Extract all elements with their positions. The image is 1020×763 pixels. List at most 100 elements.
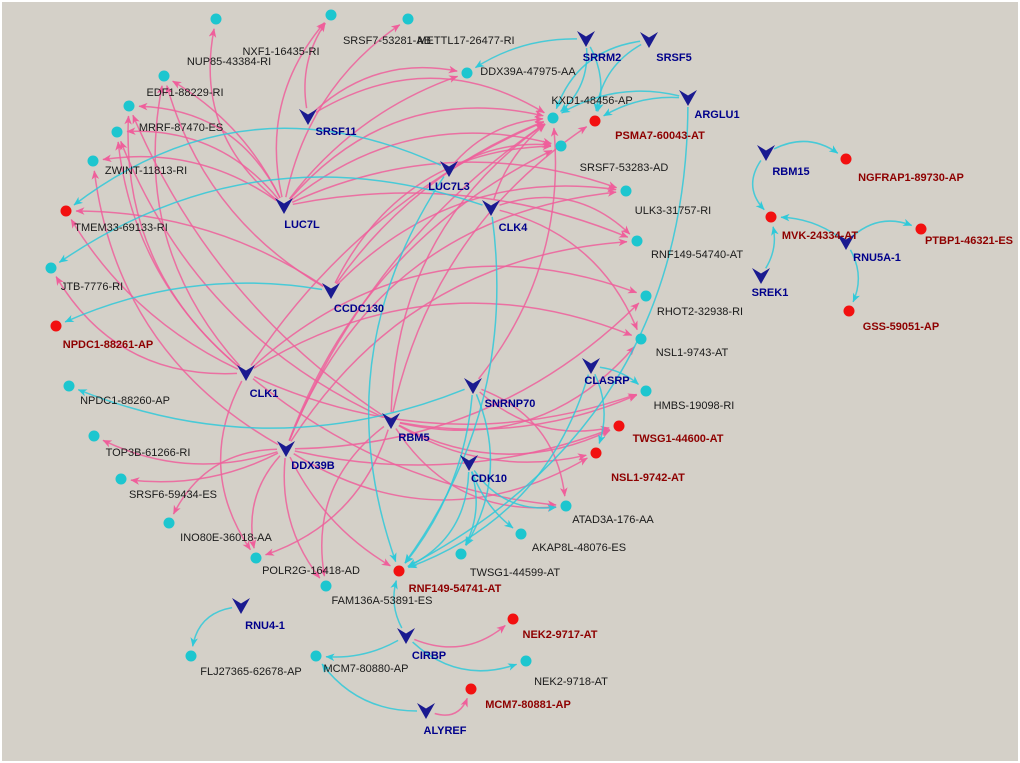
node-label-CIRBP: CIRBP (412, 650, 446, 662)
node-label-NEK2-9718-AT: NEK2-9718-AT (534, 676, 608, 688)
transcript-node-RNF149-54740-AT[interactable] (631, 235, 643, 247)
splicing-factor-node-CLASRP[interactable] (582, 358, 600, 374)
edge-CIRBP-NEK2-9718-AT (412, 641, 518, 672)
transcript-node-FAM136A-53891-ES[interactable] (320, 580, 332, 592)
transcript-node-NSL1-9743-AT[interactable] (635, 333, 647, 345)
node-label-RNU4-1: RNU4-1 (245, 620, 285, 632)
transcript-node-METTL17-26477-RI[interactable] (402, 13, 414, 25)
node-label-MVK-24334-AT: MVK-24334-AT (782, 230, 858, 242)
transcript-node-NSL1-9742-AT[interactable] (590, 447, 602, 459)
transcript-node-MVK-24334-AT[interactable] (765, 211, 777, 223)
transcript-node-NUP85-43384-RI[interactable] (158, 70, 170, 82)
transcript-node-EDF1-88229-RI[interactable] (123, 100, 135, 112)
transcript-node-JTB-7776-RI[interactable] (45, 262, 57, 274)
edge-CCDC130-NPDC1-88261-AP (64, 282, 323, 323)
node-label-LUC7L: LUC7L (284, 219, 320, 231)
splicing-factor-node-RBM15[interactable] (757, 145, 775, 161)
edge-LUC7L-RNF149-54740-AT (292, 192, 629, 238)
splicing-factor-node-CLK4[interactable] (482, 200, 500, 216)
transcript-node-PSMA7-60043-AT[interactable] (589, 115, 601, 127)
transcript-node-NGFRAP1-89730-AP[interactable] (840, 153, 852, 165)
transcript-node-MCM7-80880-AP[interactable] (310, 650, 322, 662)
edge-SRSF11-SRSF7-53281-AB (304, 22, 326, 109)
node-label-PTBP1-46321-ES: PTBP1-46321-ES (925, 235, 1013, 247)
transcript-node-TWSG1-44599-AT[interactable] (455, 548, 467, 560)
transcript-node-KXD1-48456-AP[interactable] (547, 112, 559, 124)
splicing-factor-node-SREK1[interactable] (752, 268, 770, 284)
splicing-factor-node-ALYREF[interactable] (417, 703, 435, 719)
splicing-factor-node-ARGLU1[interactable] (679, 90, 697, 106)
node-label-TOP3B-61266-RI: TOP3B-61266-RI (106, 447, 191, 459)
splicing-factor-node-CLK1[interactable] (237, 365, 255, 381)
splicing-factor-node-RBM5[interactable] (382, 413, 400, 429)
transcript-node-TMEM33-69133-RI[interactable] (60, 205, 72, 217)
transcript-node-TOP3B-61266-RI[interactable] (88, 430, 100, 442)
transcript-node-POLR2G-16418-AD[interactable] (250, 552, 262, 564)
transcript-node-FLJ27365-62678-AP[interactable] (185, 650, 197, 662)
transcript-node-NPDC1-88261-AP[interactable] (50, 320, 62, 332)
node-label-ATAD3A-176-AA: ATAD3A-176-AA (572, 514, 654, 526)
splicing-factor-node-RNU5A-1[interactable] (837, 234, 855, 250)
edge-SNRNP70-NPDC1-88260-AP (77, 388, 465, 429)
edge-RBM5-TWSG1-44600-AT (398, 424, 611, 455)
transcript-node-NEK2-9717-AT[interactable] (507, 613, 519, 625)
node-label-ARGLU1: ARGLU1 (694, 109, 739, 121)
transcript-node-INO80E-36018-AA[interactable] (163, 517, 175, 529)
node-label-MCM7-80881-AP: MCM7-80881-AP (485, 699, 571, 711)
splicing-factor-node-RNU4-1[interactable] (232, 598, 250, 614)
transcript-node-GSS-59051-AP[interactable] (843, 305, 855, 317)
edge-RBM5-PSMA7-60043-AT (392, 125, 588, 413)
splicing-factor-node-CIRBP[interactable] (397, 628, 415, 644)
splicing-factor-node-SRRM2[interactable] (577, 31, 595, 47)
splicing-factor-node-CDK10[interactable] (460, 455, 478, 471)
edge-DDX39B-SRSF6-59434-ES (130, 452, 279, 485)
splicing-factor-node-CCDC130[interactable] (322, 283, 340, 299)
transcript-node-DDX39A-47975-AA[interactable] (461, 67, 473, 79)
transcript-node-MRRF-87470-ES[interactable] (111, 126, 123, 138)
node-label-CCDC130: CCDC130 (334, 303, 384, 315)
edge-CLK1-KXD1-48456-AP (250, 121, 545, 366)
edge-RBM5-POLR2G-16418-AD (265, 429, 389, 556)
splicing-factor-node-DDX39B[interactable] (277, 441, 295, 457)
edge-CLK1-NSL1-9743-AT (253, 302, 633, 369)
splicing-factor-node-LUC7L[interactable] (275, 198, 293, 214)
edge-CDK10-RNF149-54741-AT (407, 471, 470, 568)
transcript-node-NXF1-16435-RI[interactable] (210, 13, 222, 25)
edge-RBM5-HMBS-19098-RI (399, 394, 638, 430)
transcript-node-SRSF7-53281-AB[interactable] (325, 9, 337, 21)
node-label-METTL17-26477-RI: METTL17-26477-RI (417, 35, 514, 47)
transcript-node-ZWINT-11813-RI[interactable] (87, 155, 99, 167)
transcript-node-AKAP8L-48076-ES[interactable] (515, 528, 527, 540)
edge-CLK1-NUP85-43384-RI (154, 85, 241, 367)
edge-RBM5-EDF1-88229-RI (132, 114, 384, 417)
transcript-node-RHOT2-32938-RI[interactable] (640, 290, 652, 302)
edge-CDK10-ATAD3A-176-AA (473, 469, 557, 513)
edge-ARGLU1-KXD1-48456-AP (561, 90, 680, 114)
edge-SRSF11-KXD1-48456-AP (315, 77, 545, 114)
edge-LUC7L-MRRF-87470-ES (126, 127, 279, 200)
transcript-node-PTBP1-46321-ES[interactable] (915, 223, 927, 235)
splicing-factor-node-LUC7L3[interactable] (440, 161, 458, 177)
edge-LUC7L-ZWINT-11813-RI (102, 154, 278, 202)
transcript-node-HMBS-19098-RI[interactable] (640, 385, 652, 397)
transcript-node-SRSF7-53283-AD[interactable] (555, 140, 567, 152)
splicing-factor-node-SRSF5[interactable] (640, 32, 658, 48)
transcript-node-MCM7-80881-AP[interactable] (465, 683, 477, 695)
node-label-SRRM2: SRRM2 (583, 52, 622, 64)
splicing-factor-node-SRSF11[interactable] (299, 109, 317, 125)
node-label-AKAP8L-48076-ES: AKAP8L-48076-ES (532, 542, 626, 554)
edge-CLK1-POLR2G-16418-AD (219, 380, 252, 551)
transcript-node-NPDC1-88260-AP[interactable] (63, 380, 75, 392)
transcript-node-ATAD3A-176-AA[interactable] (560, 500, 572, 512)
transcript-node-RNF149-54741-AT[interactable] (393, 565, 405, 577)
edge-LUC7L-SRSF7-53281-AB (275, 22, 326, 198)
splicing-factor-node-SNRNP70[interactable] (464, 378, 482, 394)
node-label-ZWINT-11813-RI: ZWINT-11813-RI (105, 165, 187, 177)
transcript-node-NEK2-9718-AT[interactable] (520, 655, 532, 667)
transcript-node-TWSG1-44600-AT[interactable] (613, 420, 625, 432)
transcript-node-ULK3-31757-RI[interactable] (620, 185, 632, 197)
transcript-node-SRSF6-59434-ES[interactable] (115, 473, 127, 485)
node-label-NSL1-9742-AT: NSL1-9742-AT (611, 472, 685, 484)
node-label-SRSF7-53281-AB: SRSF7-53281-AB (343, 35, 431, 47)
